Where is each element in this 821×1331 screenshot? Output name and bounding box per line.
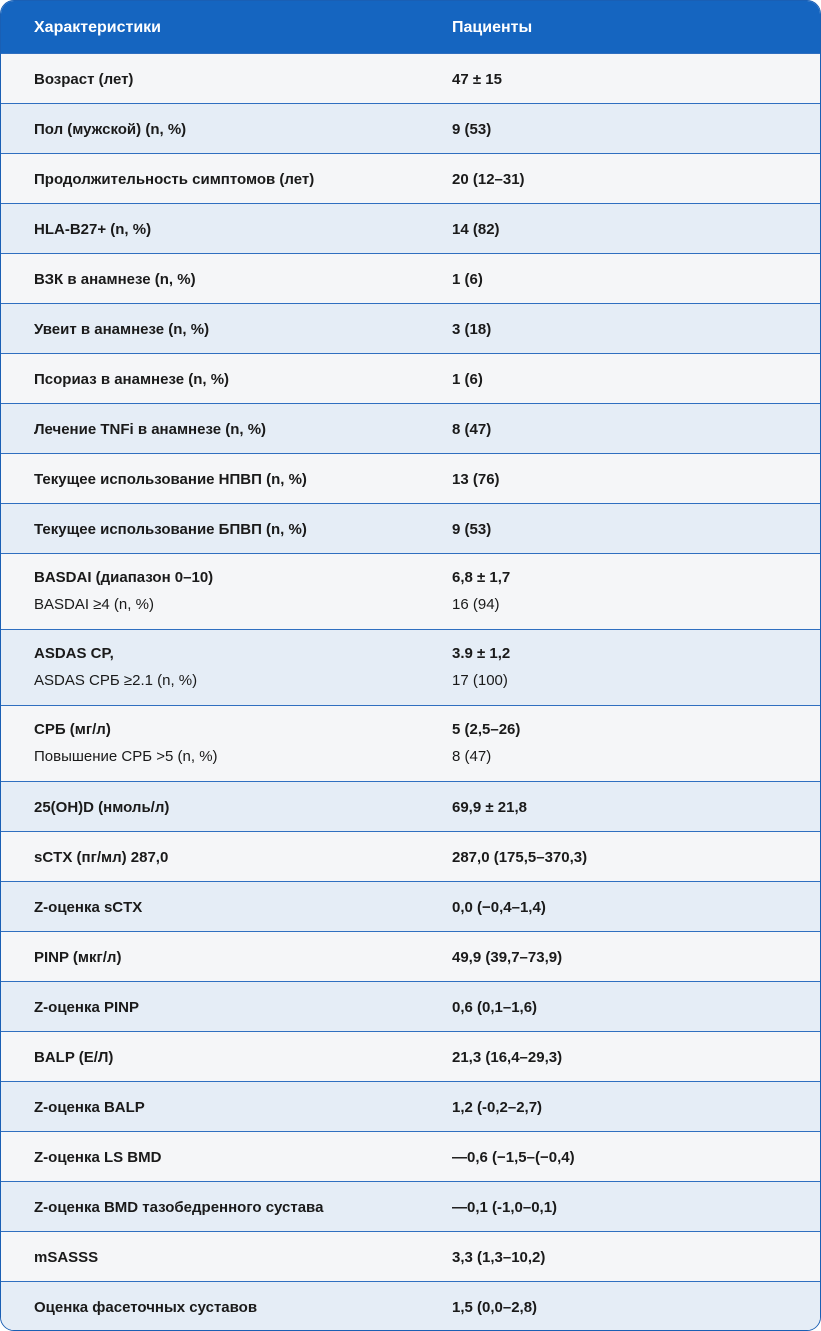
row-value: 3 (18): [452, 321, 492, 338]
row-value: 69,9 ± 21,8: [452, 799, 527, 816]
row-label: Z-оценка BMD тазобедренного сустава: [34, 1199, 324, 1216]
row-value: 13 (76): [452, 471, 500, 488]
row-sublabel: Повышение СРБ >5 (n, %): [34, 748, 218, 765]
row-label: Псориаз в анамнезе (n, %): [34, 371, 230, 388]
row-value: 3.9 ± 1,2: [452, 645, 511, 662]
row-subvalue: 8 (47): [452, 748, 492, 765]
table-row: Текущее использование НПВП (n, %) 13 (76): [1, 453, 820, 503]
table-row: BASDAI (диапазон 0–10) 6,8 ± 1,7 BASDAI ≥4…: [1, 553, 820, 629]
row-label: sCTX (пг/мл) 287,0: [34, 849, 169, 866]
row-value: 3,3 (1,3–10,2): [452, 1249, 546, 1266]
row-label: Продолжительность симптомов (лет): [34, 171, 315, 188]
table-row: BALP (Е/Л) 21,3 (16,4–29,3): [1, 1031, 820, 1081]
row-value: 0,6 (0,1–1,6): [452, 999, 538, 1016]
row-sublabel: ASDAS СРБ ≥2.1 (n, %): [34, 672, 198, 689]
row-label: mSASSS: [34, 1249, 99, 1266]
row-value: 14 (82): [452, 221, 500, 238]
table-row: HLA-B27+ (n, %) 14 (82): [1, 203, 820, 253]
row-label: HLA-B27+ (n, %): [34, 221, 152, 238]
table-row: 25(OH)D (нмоль/л) 69,9 ± 21,8: [1, 781, 820, 831]
table-row: PINP (мкг/л) 49,9 (39,7–73,9): [1, 931, 820, 981]
row-label: PINP (мкг/л): [34, 949, 122, 966]
row-label: 25(OH)D (нмоль/л): [34, 799, 170, 816]
table-header: Характеристики Пациенты: [1, 1, 820, 53]
row-label: СРБ (мг/л): [34, 721, 111, 738]
row-value: 5 (2,5–26): [452, 721, 521, 738]
row-label: ВЗК в анамнезе (n, %): [34, 271, 196, 288]
row-value: 1,5 (0,0–2,8): [452, 1299, 538, 1316]
row-value: 0,0 (−0,4–1,4): [452, 899, 546, 916]
row-value: —0,1 (-1,0–0,1): [452, 1199, 558, 1216]
table-row: Z-оценка LS BMD —0,6 (−1,5–(−0,4): [1, 1131, 820, 1181]
row-label: BASDAI (диапазон 0–10): [34, 569, 214, 586]
table-row: sCTX (пг/мл) 287,0 287,0 (175,5–370,3): [1, 831, 820, 881]
row-label: Текущее использование НПВП (n, %): [34, 471, 307, 488]
row-label: BALP (Е/Л): [34, 1049, 114, 1066]
row-value: 47 ± 15: [452, 71, 502, 88]
table-row: Лечение TNFi в анамнезе (n, %) 8 (47): [1, 403, 820, 453]
row-label: Пол (мужской) (n, %): [34, 121, 187, 138]
row-value: 1 (6): [452, 371, 483, 388]
table-row: Псориаз в анамнезе (n, %) 1 (6): [1, 353, 820, 403]
table-row: Оценка фасеточных суставов 1,5 (0,0–2,8): [1, 1281, 820, 1330]
table-row: Текущее использование БПВП (n, %) 9 (53): [1, 503, 820, 553]
row-label: Возраст (лет): [34, 71, 134, 88]
table-row: Увеит в анамнезе (n, %) 3 (18): [1, 303, 820, 353]
row-value: 49,9 (39,7–73,9): [452, 949, 563, 966]
row-label: Увеит в анамнезе (n, %): [34, 321, 210, 338]
row-label: Z-оценка LS BMD: [34, 1149, 162, 1166]
row-sublabel: BASDAI ≥4 (n, %): [34, 596, 154, 613]
table-body: Возраст (лет) 47 ± 15 Пол (мужской) (n, %)…: [1, 53, 820, 1330]
row-subvalue: 17 (100): [452, 672, 508, 689]
row-value: 8 (47): [452, 421, 492, 438]
row-label: Z-оценка BALP: [34, 1099, 145, 1116]
table-row: Z-оценка BALP 1,2 (-0,2–2,7): [1, 1081, 820, 1131]
row-value: 20 (12–31): [452, 171, 525, 188]
row-value: 1 (6): [452, 271, 483, 288]
header-characteristics: Характеристики: [34, 19, 162, 36]
table-row: СРБ (мг/л) 5 (2,5–26) Повышение СРБ >5 (n,…: [1, 705, 820, 781]
row-value: 9 (53): [452, 121, 492, 138]
row-value: 1,2 (-0,2–2,7): [452, 1099, 543, 1116]
row-value: 9 (53): [452, 521, 492, 538]
row-subvalue: 16 (94): [452, 596, 500, 613]
table-row: Z-оценка BMD тазобедренного сустава —0,1 …: [1, 1181, 820, 1231]
row-value: —0,6 (−1,5–(−0,4): [452, 1149, 575, 1166]
row-label: Z-оценка sCTX: [34, 899, 143, 916]
table-row: mSASSS 3,3 (1,3–10,2): [1, 1231, 820, 1281]
row-label: ASDAS CP,: [34, 645, 114, 662]
table-row: Продолжительность симптомов (лет) 20 (12–…: [1, 153, 820, 203]
table-row: Z-оценка PINP 0,6 (0,1–1,6): [1, 981, 820, 1031]
row-label: Оценка фасеточных суставов: [34, 1299, 258, 1316]
table-row: Пол (мужской) (n, %) 9 (53): [1, 103, 820, 153]
table-row: ASDAS CP, 3.9 ± 1,2 ASDAS СРБ ≥2.1 (n, %) 1…: [1, 629, 820, 705]
row-value: 6,8 ± 1,7: [452, 569, 511, 586]
row-value: 21,3 (16,4–29,3): [452, 1049, 563, 1066]
row-label: Z-оценка PINP: [34, 999, 139, 1016]
table-row: Возраст (лет) 47 ± 15: [1, 53, 820, 103]
header-patients: Пациенты: [452, 19, 533, 36]
table-row: ВЗК в анамнезе (n, %) 1 (6): [1, 253, 820, 303]
table-row: Z-оценка sCTX 0,0 (−0,4–1,4): [1, 881, 820, 931]
row-label: Лечение TNFi в анамнезе (n, %): [34, 421, 267, 438]
row-value: 287,0 (175,5–370,3): [452, 849, 588, 866]
row-label: Текущее использование БПВП (n, %): [34, 521, 307, 538]
